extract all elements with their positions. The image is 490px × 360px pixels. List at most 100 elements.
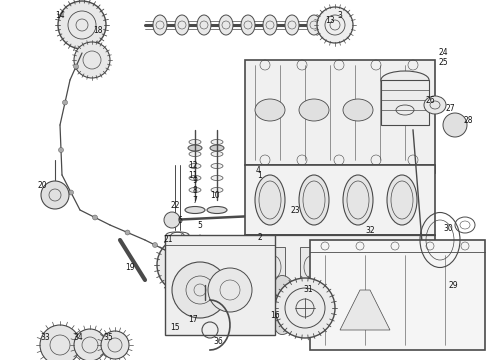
Text: 17: 17 [188, 315, 198, 324]
Text: 3: 3 [338, 10, 343, 19]
Ellipse shape [211, 163, 223, 168]
Circle shape [275, 278, 335, 338]
Bar [381, 80, 429, 125]
Text: 5: 5 [197, 220, 202, 230]
Ellipse shape [293, 280, 321, 330]
Ellipse shape [358, 306, 380, 334]
Circle shape [208, 268, 252, 312]
Circle shape [317, 7, 353, 43]
Bar [374, 247, 396, 287]
Bar [165, 235, 275, 335]
Ellipse shape [424, 96, 446, 114]
Text: 35: 35 [103, 333, 113, 342]
Bar [300, 247, 322, 287]
Ellipse shape [189, 163, 201, 168]
Circle shape [40, 325, 80, 360]
Text: 14: 14 [55, 10, 65, 19]
Ellipse shape [335, 280, 363, 330]
Text: 19: 19 [125, 264, 135, 273]
Text: 25: 25 [438, 58, 448, 67]
Text: 34: 34 [73, 333, 83, 342]
Ellipse shape [316, 275, 338, 305]
Bar [245, 235, 435, 295]
Text: 26: 26 [425, 95, 435, 104]
Circle shape [74, 42, 110, 78]
Text: 8: 8 [193, 185, 197, 194]
Text: 13: 13 [325, 15, 335, 24]
Text: 11: 11 [188, 171, 198, 180]
Ellipse shape [211, 152, 223, 157]
Bar [263, 247, 285, 287]
Bar [245, 60, 435, 165]
Ellipse shape [211, 188, 223, 193]
Circle shape [93, 215, 98, 220]
Ellipse shape [388, 166, 416, 172]
Circle shape [58, 148, 64, 153]
Ellipse shape [307, 15, 321, 35]
Ellipse shape [263, 15, 277, 35]
Circle shape [195, 238, 209, 252]
Ellipse shape [358, 275, 380, 305]
Text: 21: 21 [163, 235, 173, 244]
Circle shape [58, 1, 106, 49]
Ellipse shape [185, 207, 205, 213]
Ellipse shape [377, 280, 405, 330]
Ellipse shape [256, 166, 284, 172]
Text: 2: 2 [258, 234, 262, 243]
Circle shape [177, 248, 182, 253]
Circle shape [164, 212, 180, 228]
Bar [337, 247, 359, 287]
Text: 1: 1 [258, 171, 262, 180]
Text: 4: 4 [256, 166, 261, 175]
Circle shape [152, 243, 157, 248]
Ellipse shape [188, 145, 202, 151]
Ellipse shape [175, 15, 189, 35]
Bar [245, 165, 435, 235]
Ellipse shape [197, 15, 211, 35]
Circle shape [443, 113, 467, 137]
Text: 36: 36 [213, 338, 223, 346]
Circle shape [125, 230, 130, 235]
Text: 18: 18 [93, 26, 103, 35]
Ellipse shape [219, 15, 233, 35]
Ellipse shape [316, 306, 338, 334]
Ellipse shape [285, 15, 299, 35]
Ellipse shape [189, 188, 201, 193]
Circle shape [101, 331, 129, 359]
Text: 16: 16 [270, 310, 280, 320]
Text: 29: 29 [448, 280, 458, 289]
Bar [310, 240, 485, 350]
Text: 28: 28 [463, 116, 473, 125]
Text: 23: 23 [290, 206, 300, 215]
Ellipse shape [189, 176, 201, 180]
Ellipse shape [387, 175, 417, 225]
Ellipse shape [299, 99, 329, 121]
Ellipse shape [251, 280, 279, 330]
Text: 22: 22 [170, 201, 180, 210]
Ellipse shape [210, 145, 224, 151]
Text: 33: 33 [40, 333, 50, 342]
Circle shape [69, 190, 74, 195]
Text: 7: 7 [193, 195, 197, 204]
Ellipse shape [211, 176, 223, 180]
Ellipse shape [255, 99, 285, 121]
Circle shape [157, 237, 213, 293]
Text: 31: 31 [303, 285, 313, 294]
Ellipse shape [189, 152, 201, 157]
Text: 12: 12 [188, 161, 198, 170]
Text: 10: 10 [210, 190, 220, 199]
Bar [411, 247, 433, 287]
Ellipse shape [343, 175, 373, 225]
Ellipse shape [400, 275, 422, 305]
Ellipse shape [419, 280, 447, 330]
Ellipse shape [344, 166, 372, 172]
Text: 20: 20 [37, 180, 47, 189]
Text: 30: 30 [443, 224, 453, 233]
Ellipse shape [343, 99, 373, 121]
Ellipse shape [241, 15, 255, 35]
Ellipse shape [211, 140, 223, 144]
Circle shape [63, 100, 68, 105]
Ellipse shape [299, 175, 329, 225]
Text: 24: 24 [438, 48, 448, 57]
Ellipse shape [274, 275, 295, 305]
